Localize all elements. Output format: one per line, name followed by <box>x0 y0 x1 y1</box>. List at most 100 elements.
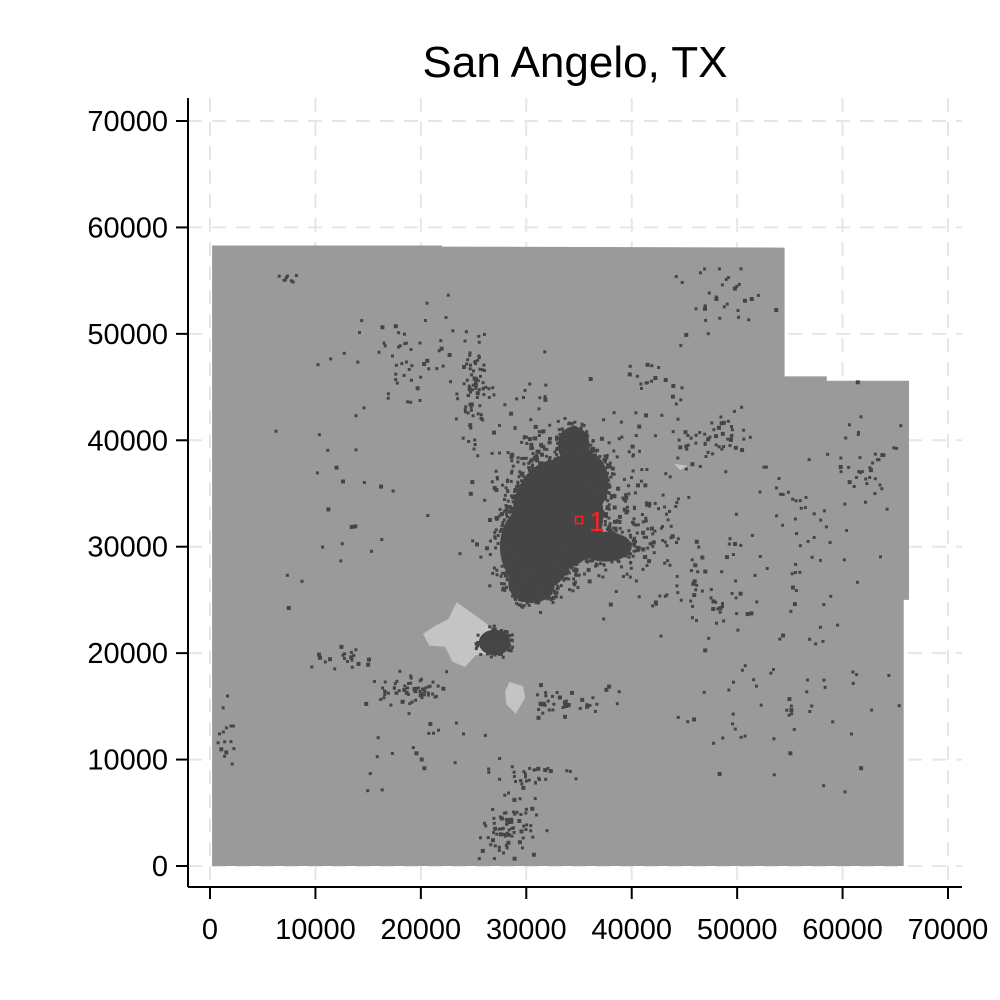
developed-cell <box>734 512 738 516</box>
developed-cell <box>476 640 480 644</box>
developed-cell <box>510 469 514 473</box>
developed-cell <box>468 353 472 357</box>
developed-cell <box>710 421 714 425</box>
y-tick-label: 70000 <box>87 106 168 138</box>
developed-cell <box>524 491 528 495</box>
developed-cell <box>626 543 630 547</box>
developed-cell <box>569 481 574 486</box>
developed-cell <box>554 470 558 474</box>
developed-cell <box>529 599 533 603</box>
developed-cell <box>739 543 743 547</box>
urban-core <box>478 629 511 656</box>
developed-cell <box>379 484 384 489</box>
developed-cell <box>536 583 541 588</box>
developed-cell <box>573 442 577 446</box>
developed-cell <box>574 498 578 502</box>
developed-cell <box>492 857 496 861</box>
developed-cell <box>565 769 569 773</box>
developed-cell <box>668 475 672 479</box>
developed-cell <box>583 556 587 560</box>
developed-cell <box>629 535 633 539</box>
developed-cell <box>625 550 629 554</box>
developed-cell <box>758 490 762 494</box>
developed-cell <box>539 548 543 553</box>
developed-cell <box>596 486 600 490</box>
developed-cell <box>576 470 580 474</box>
developed-cell <box>882 453 886 457</box>
developed-cell <box>789 708 794 713</box>
developed-cell <box>565 540 569 544</box>
developed-cell <box>577 499 581 504</box>
developed-cell <box>490 451 494 455</box>
developed-cell <box>556 551 560 555</box>
developed-cell <box>508 575 512 579</box>
developed-cell <box>703 304 707 308</box>
developed-cell <box>504 508 509 513</box>
developed-cell <box>634 411 638 415</box>
developed-cell <box>574 531 578 535</box>
developed-cell <box>349 525 354 529</box>
developed-cell <box>617 690 621 694</box>
developed-cell <box>576 586 580 589</box>
developed-cell <box>740 448 745 453</box>
developed-cell <box>341 653 345 657</box>
developed-cell <box>715 621 718 625</box>
developed-cell <box>614 526 618 530</box>
developed-cell <box>518 797 522 801</box>
developed-cell <box>468 423 473 428</box>
location-label: 1 <box>589 506 605 537</box>
developed-cell <box>565 462 569 466</box>
developed-cell <box>534 517 538 520</box>
developed-cell <box>562 464 566 468</box>
developed-cell <box>454 417 458 421</box>
developed-cell <box>636 546 641 551</box>
developed-cell <box>714 434 718 439</box>
developed-cell <box>501 539 505 543</box>
developed-cell <box>587 521 591 525</box>
developed-cell <box>229 724 233 728</box>
developed-cell <box>736 309 740 312</box>
developed-cell <box>899 424 903 428</box>
developed-cell <box>525 442 529 445</box>
developed-cell <box>466 411 470 415</box>
developed-cell <box>591 465 595 469</box>
developed-cell <box>541 711 545 715</box>
developed-cell <box>470 480 475 485</box>
developed-cell <box>548 561 551 565</box>
developed-cell <box>576 496 580 500</box>
developed-cell <box>589 559 593 563</box>
developed-cell <box>580 491 584 495</box>
developed-cell <box>494 516 499 520</box>
developed-cell <box>756 293 760 297</box>
developed-cell <box>498 653 502 657</box>
developed-cell <box>555 484 559 488</box>
developed-cell <box>286 606 291 610</box>
developed-cell <box>657 507 661 511</box>
developed-cell <box>521 487 525 491</box>
developed-cell <box>542 462 546 466</box>
developed-cell <box>370 549 373 553</box>
developed-cell <box>218 732 222 736</box>
developed-cell <box>380 325 385 330</box>
developed-cell <box>463 408 467 412</box>
developed-cell <box>560 476 564 480</box>
developed-cell <box>484 824 488 828</box>
developed-cell <box>408 702 412 706</box>
developed-cell <box>581 551 585 555</box>
developed-cell <box>627 484 630 488</box>
developed-cell <box>499 527 503 531</box>
developed-cell <box>549 598 553 602</box>
developed-cell <box>607 441 611 445</box>
developed-cell <box>550 568 554 572</box>
developed-cell <box>675 501 679 505</box>
developed-cell <box>513 425 517 429</box>
developed-cell <box>604 458 607 462</box>
developed-cell <box>531 835 535 839</box>
developed-cell <box>721 602 724 605</box>
developed-cell <box>479 836 482 840</box>
developed-cell <box>584 451 588 455</box>
developed-cell <box>551 601 555 604</box>
y-tick-label: 10000 <box>87 745 168 777</box>
developed-cell <box>527 437 532 442</box>
developed-cell <box>489 843 493 847</box>
